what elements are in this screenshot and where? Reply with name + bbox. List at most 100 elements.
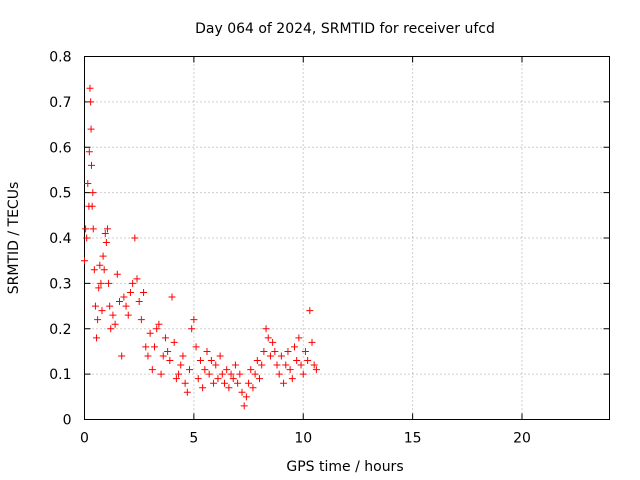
data-point bbox=[113, 270, 121, 278]
y-tick-label: 0.3 bbox=[49, 276, 71, 292]
data-point bbox=[216, 352, 224, 360]
y-tick-label: 0.1 bbox=[49, 367, 71, 383]
data-point bbox=[157, 370, 165, 378]
data-point bbox=[107, 325, 115, 333]
data-point bbox=[118, 352, 126, 360]
data-point bbox=[280, 379, 288, 387]
data-point bbox=[284, 347, 292, 355]
data-point bbox=[249, 384, 257, 392]
data-point bbox=[223, 366, 231, 374]
data-point bbox=[120, 293, 128, 301]
grid-lines bbox=[84, 56, 610, 420]
data-point bbox=[88, 161, 95, 169]
data-point bbox=[94, 316, 102, 324]
data-point bbox=[251, 370, 259, 378]
data-point bbox=[212, 361, 220, 369]
data-point bbox=[83, 234, 91, 242]
y-tick-label: 0 bbox=[63, 413, 72, 429]
data-point bbox=[98, 307, 106, 315]
y-tick-label: 0.7 bbox=[49, 95, 71, 111]
data-point bbox=[144, 352, 152, 360]
data-point bbox=[231, 361, 239, 369]
data-point bbox=[159, 352, 167, 360]
data-point bbox=[93, 334, 101, 342]
data-point bbox=[102, 239, 110, 247]
plot-frame bbox=[84, 56, 610, 420]
data-point bbox=[131, 234, 139, 242]
y-axis-label: SRMTID / TECUs bbox=[6, 182, 22, 295]
data-point bbox=[155, 320, 163, 328]
data-point bbox=[207, 357, 215, 365]
x-tick-label: 10 bbox=[294, 431, 312, 447]
data-point bbox=[242, 393, 250, 401]
data-point bbox=[161, 334, 169, 342]
x-tick-label: 15 bbox=[404, 431, 422, 447]
data-point bbox=[81, 257, 88, 265]
axis-ticks: 0 0.1 0.2 0.3 0.4 0.5 0.6 0.7 0.8 0 5 10 15 20 bbox=[49, 50, 610, 447]
data-point bbox=[84, 180, 92, 188]
data-point bbox=[194, 375, 202, 383]
data-point bbox=[253, 357, 261, 365]
data-point bbox=[170, 338, 178, 346]
data-point bbox=[177, 361, 185, 369]
data-point bbox=[183, 388, 191, 396]
data-point bbox=[273, 361, 281, 369]
x-tick-label: 0 bbox=[80, 431, 89, 447]
data-point bbox=[236, 370, 244, 378]
data-point bbox=[203, 347, 211, 355]
y-tick-label: 0.5 bbox=[49, 186, 71, 202]
data-point bbox=[146, 329, 154, 337]
y-tick-label: 0.8 bbox=[49, 50, 71, 66]
data-point bbox=[297, 361, 305, 369]
data-point bbox=[240, 402, 248, 410]
data-point bbox=[262, 325, 270, 333]
data-point bbox=[210, 379, 218, 387]
data-point bbox=[140, 288, 148, 296]
data-point bbox=[277, 352, 285, 360]
data-point bbox=[181, 379, 189, 387]
x-axis-label: GPS time / hours bbox=[286, 459, 403, 475]
data-point bbox=[101, 229, 109, 237]
data-point bbox=[111, 320, 119, 328]
data-point bbox=[286, 366, 294, 374]
data-points bbox=[81, 84, 320, 410]
data-point bbox=[106, 302, 114, 310]
data-point bbox=[82, 225, 90, 233]
data-point bbox=[225, 384, 233, 392]
data-point bbox=[179, 352, 187, 360]
data-point bbox=[175, 370, 183, 378]
data-point bbox=[89, 225, 97, 233]
data-point bbox=[97, 279, 105, 287]
data-point bbox=[116, 298, 123, 306]
data-point bbox=[164, 347, 172, 355]
data-point bbox=[301, 347, 309, 355]
y-tick-label: 0.4 bbox=[49, 231, 71, 247]
data-point bbox=[142, 343, 150, 351]
y-tick-label: 0.6 bbox=[49, 140, 71, 156]
data-point bbox=[151, 343, 158, 351]
data-point bbox=[96, 261, 104, 269]
data-point bbox=[135, 298, 143, 306]
data-point bbox=[192, 343, 200, 351]
data-point bbox=[188, 325, 196, 333]
data-point bbox=[275, 370, 283, 378]
data-point bbox=[291, 343, 298, 351]
data-point bbox=[269, 338, 277, 346]
data-point bbox=[229, 375, 237, 383]
data-point bbox=[100, 266, 108, 274]
data-point bbox=[308, 338, 316, 346]
data-point bbox=[260, 347, 268, 355]
data-point bbox=[201, 366, 209, 374]
data-point bbox=[205, 370, 213, 378]
data-point bbox=[99, 252, 107, 260]
data-point bbox=[245, 379, 253, 387]
data-point bbox=[299, 370, 307, 378]
data-point bbox=[137, 316, 145, 324]
data-point bbox=[95, 284, 103, 292]
data-point bbox=[256, 375, 263, 383]
data-point bbox=[122, 302, 130, 310]
data-point bbox=[124, 311, 132, 319]
data-point bbox=[86, 84, 94, 92]
data-point bbox=[293, 357, 301, 365]
data-point bbox=[91, 302, 99, 310]
